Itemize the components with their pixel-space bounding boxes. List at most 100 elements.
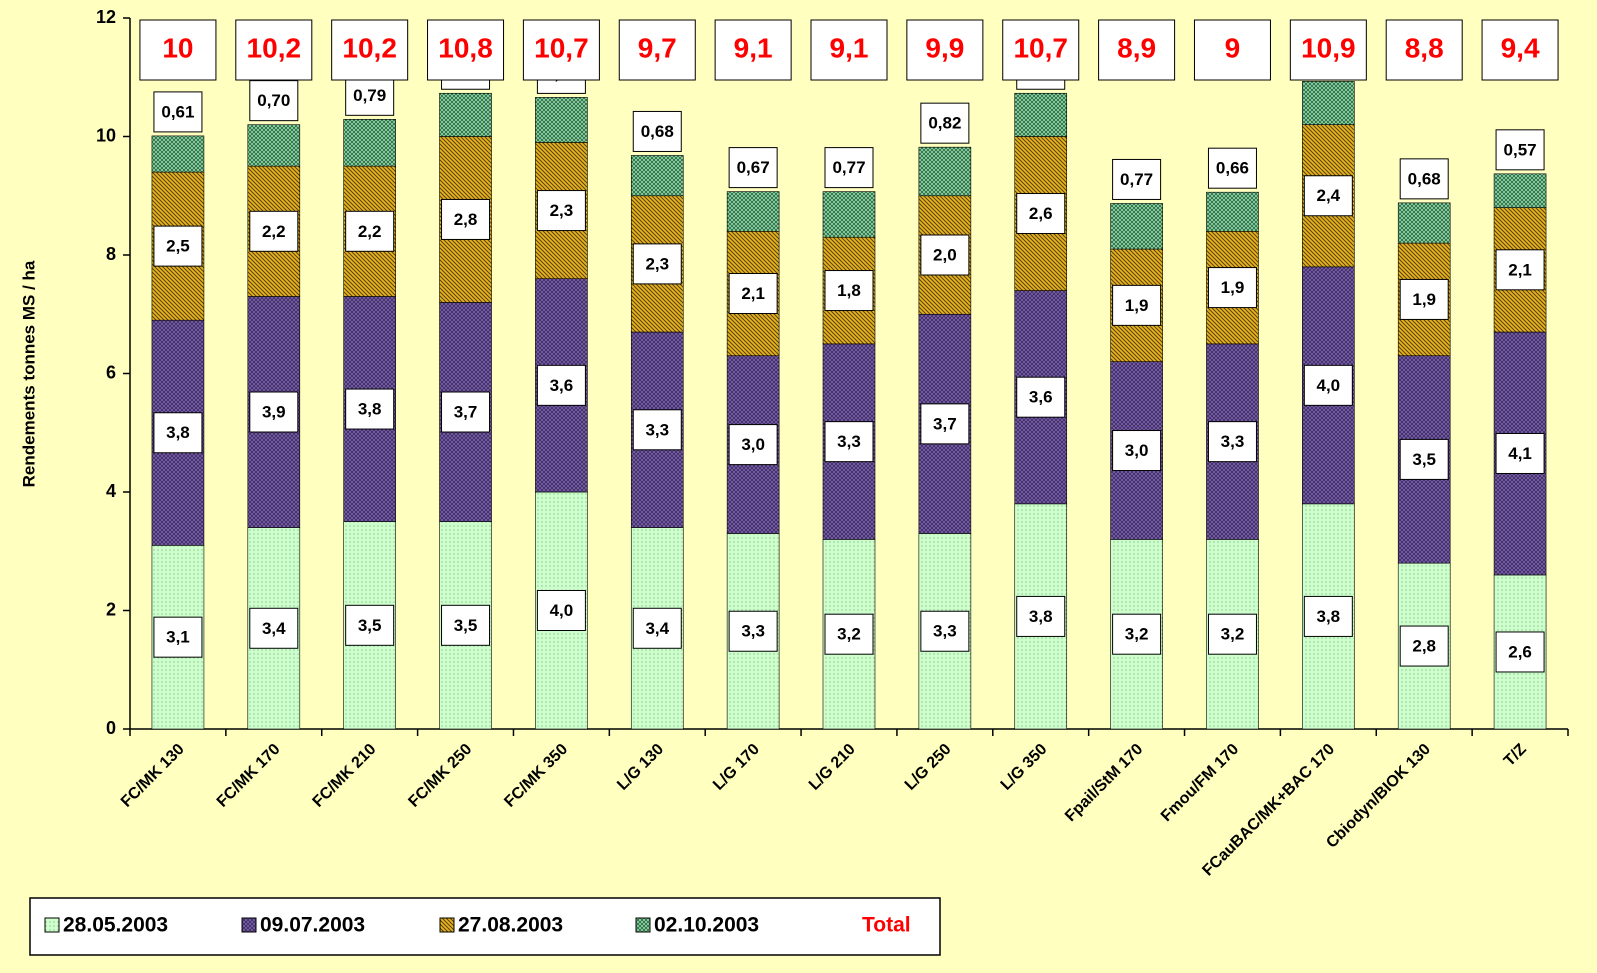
bar-segment bbox=[822, 191, 876, 238]
data-label: 3,9 bbox=[262, 402, 286, 421]
total-label: 8,8 bbox=[1405, 32, 1444, 63]
bar-segment bbox=[439, 92, 492, 137]
bar-segment bbox=[1302, 81, 1355, 125]
data-label: 3,5 bbox=[358, 616, 382, 635]
total-box bbox=[1385, 19, 1463, 81]
data-label: 0,67 bbox=[737, 158, 770, 177]
data-label: 3,3 bbox=[837, 432, 861, 451]
data-label-box bbox=[1495, 631, 1545, 673]
data-label: 0,70 bbox=[257, 91, 290, 110]
data-label: 2,6 bbox=[1508, 642, 1532, 661]
data-label: 3,0 bbox=[741, 435, 765, 454]
data-label: 3,8 bbox=[166, 423, 190, 442]
data-label: 2,4 bbox=[1317, 186, 1341, 205]
data-label: 3,4 bbox=[262, 619, 286, 638]
data-label-box bbox=[728, 147, 778, 189]
data-label: 0,79 bbox=[353, 86, 386, 105]
data-label: 2,0 bbox=[933, 245, 957, 264]
data-label: 4,1 bbox=[1508, 444, 1532, 463]
bar-segment bbox=[630, 155, 684, 197]
data-label-box bbox=[249, 80, 299, 122]
data-label-box bbox=[824, 147, 874, 189]
data-label: 2,3 bbox=[550, 201, 574, 220]
data-label-box bbox=[345, 388, 395, 430]
y-tick-label: 8 bbox=[106, 244, 116, 264]
data-label: 2,3 bbox=[645, 254, 669, 273]
data-label-box bbox=[1207, 421, 1257, 463]
data-label: 4,0 bbox=[1317, 376, 1341, 395]
bar-segment bbox=[151, 135, 205, 173]
bar-segment bbox=[1493, 173, 1547, 208]
legend-swatch bbox=[44, 917, 60, 933]
data-label: 2,8 bbox=[454, 210, 478, 229]
data-label: 1,9 bbox=[1125, 296, 1149, 315]
total-label: 10,7 bbox=[534, 32, 589, 63]
data-label-box bbox=[1399, 278, 1449, 320]
total-box bbox=[139, 19, 217, 81]
data-label-box bbox=[153, 412, 203, 454]
data-label-box bbox=[249, 210, 299, 252]
total-label: 10,8 bbox=[438, 32, 493, 63]
total-box bbox=[1481, 19, 1559, 81]
data-label: 0,66 bbox=[1216, 159, 1249, 178]
data-label: 2,2 bbox=[262, 222, 286, 241]
data-label-box bbox=[920, 403, 970, 445]
data-label-box bbox=[824, 421, 874, 463]
data-label: 3,3 bbox=[741, 622, 765, 641]
data-label-box bbox=[1495, 432, 1545, 474]
bar-segment bbox=[343, 119, 396, 167]
data-label: 1,8 bbox=[837, 281, 861, 300]
data-label: 2,1 bbox=[741, 284, 765, 303]
data-label-box bbox=[536, 190, 586, 232]
data-label: 2,1 bbox=[1508, 260, 1532, 279]
total-label: 10,9 bbox=[1301, 32, 1356, 63]
data-label: 3,3 bbox=[1221, 432, 1245, 451]
data-label: 2,6 bbox=[1029, 204, 1053, 223]
data-label: 3,6 bbox=[550, 376, 574, 395]
data-label: 3,2 bbox=[1125, 625, 1149, 644]
legend-label: 28.05.2003 bbox=[63, 914, 168, 937]
data-label: 1,9 bbox=[1221, 278, 1245, 297]
data-label-box bbox=[824, 270, 874, 312]
data-label: 0,82 bbox=[928, 114, 961, 133]
data-label: 2,8 bbox=[1412, 637, 1436, 656]
total-box bbox=[235, 19, 313, 81]
data-label: 4,0 bbox=[550, 601, 574, 620]
legend-swatch bbox=[635, 917, 651, 933]
legend-label: 02.10.2003 bbox=[654, 914, 759, 937]
data-label: 3,7 bbox=[933, 414, 957, 433]
total-box bbox=[1002, 19, 1080, 81]
data-label-box bbox=[441, 604, 491, 646]
bar-segment bbox=[918, 146, 972, 197]
data-label: 3,4 bbox=[645, 619, 669, 638]
data-label: 0,61 bbox=[161, 102, 194, 121]
data-label: 3,3 bbox=[645, 420, 669, 439]
data-label-box bbox=[632, 409, 682, 451]
data-label-box bbox=[345, 74, 395, 116]
y-tick-label: 4 bbox=[106, 481, 116, 501]
bar-segment bbox=[247, 124, 301, 167]
data-label: 3,3 bbox=[933, 622, 957, 641]
data-label: 3,5 bbox=[454, 616, 478, 635]
data-label: 2,2 bbox=[358, 222, 382, 241]
data-label: 0,57 bbox=[1504, 140, 1537, 159]
data-label-box bbox=[345, 210, 395, 252]
data-label: 0,77 bbox=[832, 158, 865, 177]
legend-swatch bbox=[439, 917, 455, 933]
total-box bbox=[1193, 19, 1271, 81]
data-label: 1,9 bbox=[1412, 290, 1436, 309]
data-label-box bbox=[920, 610, 970, 652]
data-label: 0,68 bbox=[641, 122, 674, 141]
data-label-box bbox=[153, 616, 203, 658]
bar-segment bbox=[1397, 202, 1451, 244]
data-label: 2,5 bbox=[166, 237, 190, 256]
total-label: 10 bbox=[162, 32, 193, 63]
total-label: 9 bbox=[1225, 32, 1241, 63]
total-label: 10,2 bbox=[342, 32, 397, 63]
data-label-box bbox=[441, 198, 491, 240]
total-box bbox=[714, 19, 792, 81]
data-label: 3,6 bbox=[1029, 388, 1053, 407]
data-label-box bbox=[1112, 430, 1162, 472]
data-label-box bbox=[728, 273, 778, 315]
